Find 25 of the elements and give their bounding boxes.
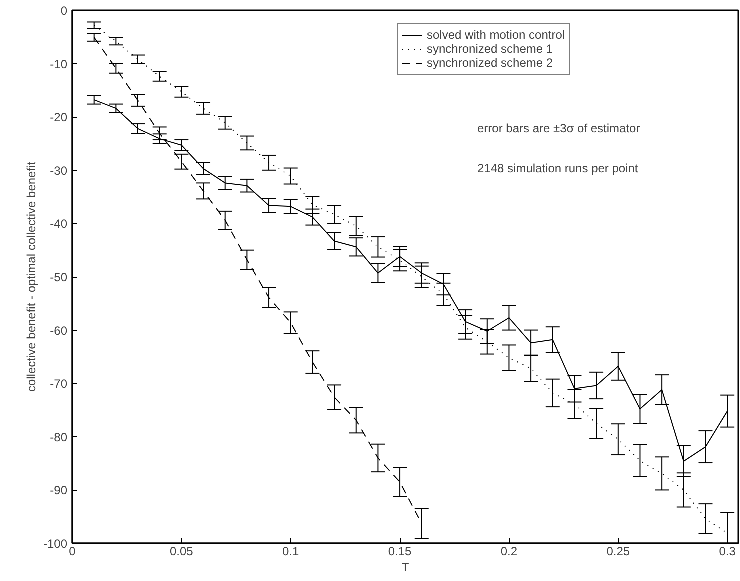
y-tick-label: -90 xyxy=(50,484,68,498)
y-tick-label: -60 xyxy=(50,324,68,338)
y-tick-label: -70 xyxy=(50,377,68,392)
y-tick-label: -100 xyxy=(43,537,68,551)
annotation: 2148 simulation runs per point xyxy=(478,162,639,176)
y-tick-label: -20 xyxy=(50,110,68,125)
x-axis-title: T xyxy=(402,560,410,574)
y-tick-label: -80 xyxy=(50,430,68,444)
x-tick-label: 0.15 xyxy=(388,544,412,558)
legend-label: synchronized scheme 2 xyxy=(427,56,554,70)
x-tick-label: 0.1 xyxy=(282,544,300,558)
y-tick-label: -30 xyxy=(50,164,68,178)
x-tick-label: 0.3 xyxy=(719,544,736,558)
x-tick-label: 0.2 xyxy=(500,544,518,558)
y-tick-label: 0 xyxy=(60,4,68,18)
x-tick-label: 0.05 xyxy=(170,544,194,558)
y-tick-label: -40 xyxy=(50,217,68,232)
annotation: error bars are ±3σ of estimator xyxy=(478,122,640,136)
y-tick-label: -50 xyxy=(50,270,68,284)
x-tick-label: 0.25 xyxy=(606,544,630,558)
y-tick-label: -10 xyxy=(50,57,68,72)
x-tick-label: 0 xyxy=(69,544,76,558)
legend-label: solved with motion control xyxy=(427,28,566,42)
y-axis-title: collective benefit - optimal collective benefit xyxy=(24,161,38,392)
legend-label: synchronized scheme 1 xyxy=(427,42,554,56)
